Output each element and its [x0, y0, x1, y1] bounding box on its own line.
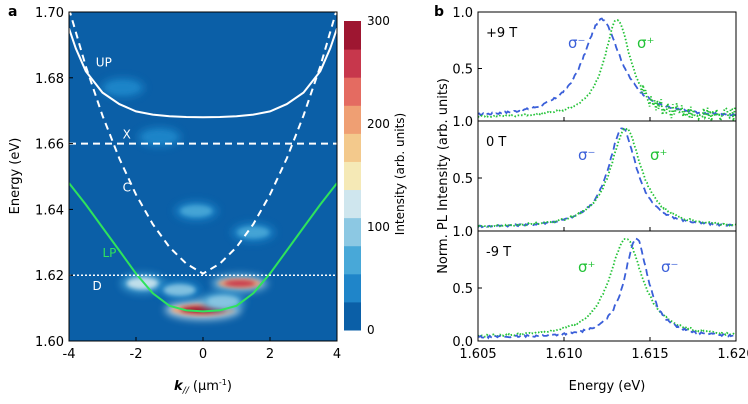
pl-spectra-panels: +9 T σ⁻ σ⁺ 1.0 0.5 0 T σ⁻ σ⁺ 1.0 0.5 -9 T σ⁺ σ⁻ 1.0 0.… — [452, 6, 748, 362]
colorbar-ticks: 300 200 100 0 — [367, 14, 390, 337]
intensity-spot — [163, 284, 196, 297]
polarization-label: σ⁻ — [661, 258, 678, 276]
pl-subplot-curves — [478, 17, 736, 121]
intensity-peak — [224, 280, 256, 287]
intensity-spot — [180, 205, 213, 218]
intensity-tick-label: 0.5 — [452, 172, 473, 187]
colorbar-cell — [344, 21, 361, 50]
pl-curve — [478, 237, 736, 340]
pl-curve — [478, 238, 736, 339]
k-tick-label: 4 — [333, 347, 341, 362]
pl-energy-tick-label: 1.620 — [717, 347, 748, 362]
branch-label-up: UP — [96, 55, 112, 69]
curve-c — [69, 12, 337, 275]
pl-subplot-frame — [477, 120, 737, 232]
heatmap-plot-area: UP X C LP D — [69, 12, 337, 320]
colorbar-cell — [344, 189, 361, 219]
pl-subplot: -9 T σ⁺ σ⁻ 1.0 0.5 0.0 — [452, 225, 737, 350]
k-tick-label: 0 — [199, 347, 207, 362]
energy-tick-label: 1.62 — [35, 269, 64, 284]
colorbar-cell — [344, 105, 361, 134]
pl-subplot-curves — [478, 127, 736, 229]
pl-subplot-frame — [477, 230, 737, 342]
field-label: -9 T — [486, 245, 511, 260]
polarization-label: σ⁻ — [578, 146, 595, 164]
k-tick-label: 2 — [266, 347, 274, 362]
panel-b: b +9 T σ⁻ σ⁺ 1.0 0.5 0 T σ⁻ σ⁺ 1.0 0.5 -9 T σ⁺ σ⁻ 1.0… — [434, 4, 748, 394]
colorbar-tick-label: 200 — [367, 117, 390, 131]
polarization-label: σ⁺ — [578, 258, 595, 276]
panel-a-label: a — [8, 4, 17, 20]
energy-tick-label: 1.70 — [35, 6, 64, 21]
polarization-label: σ⁻ — [568, 34, 585, 52]
k-axis-label: k// (μm-1) — [174, 378, 232, 396]
pl-curve — [478, 127, 736, 228]
pl-subplot: +9 T σ⁻ σ⁺ 1.0 0.5 — [452, 6, 737, 122]
intensity-spot — [207, 295, 240, 308]
colorbar-cell — [344, 217, 361, 247]
intensity-tick-label: 1.0 — [452, 6, 473, 21]
energy-tick-label: 1.66 — [35, 138, 64, 153]
colorbar-cell — [344, 49, 361, 78]
heatmap-axes: -4 -2 0 2 4 1.60 1.62 1.64 1.66 1.68 1.70 — [35, 6, 341, 362]
intensity-spot — [143, 131, 176, 144]
colorbar-cell — [344, 245, 361, 275]
branch-label-x: X — [123, 128, 131, 142]
energy-axis-label: Energy (eV) — [8, 138, 23, 215]
colorbar-tick-label: 100 — [367, 220, 390, 234]
energy-tick-label: 1.68 — [35, 72, 64, 87]
branch-label-c: C — [123, 180, 131, 194]
pl-curve — [478, 19, 736, 121]
heatmap-background — [69, 12, 337, 341]
pl-energy-axis-label: Energy (eV) — [569, 379, 646, 394]
intensity-tick-label: 0.0 — [452, 335, 473, 350]
field-label: +9 T — [486, 26, 517, 41]
intensity-tick-label: 0.5 — [452, 63, 473, 78]
pl-energy-tick-label: 1.615 — [631, 347, 668, 362]
pl-energy-tick-label: 1.605 — [459, 347, 496, 362]
pl-curve — [478, 17, 736, 117]
intensity-tick-label: 0.5 — [452, 282, 473, 297]
panel-a: a UP X C LP D -4 -2 0 2 4 1.60 1.62 1.64 1.66 1.68 1.7… — [8, 4, 341, 396]
pl-subplot-curves — [478, 237, 736, 340]
k-tick-label: -4 — [63, 347, 76, 362]
polarization-label: σ⁺ — [650, 146, 667, 164]
colorbar: 300 200 100 0 Intensity (arb. units) — [344, 14, 407, 337]
intensity-spot — [126, 277, 159, 290]
intensity-spot — [106, 81, 139, 94]
intensity-tick-label: 1.0 — [452, 115, 473, 130]
branch-label-lp: LP — [103, 246, 117, 260]
energy-tick-label: 1.60 — [35, 335, 64, 350]
colorbar-cell — [344, 133, 361, 162]
branch-label-d: D — [92, 279, 101, 293]
curve-up — [69, 28, 337, 119]
intensity-spot — [237, 226, 270, 239]
intensity-tick-label: 1.0 — [452, 225, 473, 240]
polarization-label: σ⁺ — [637, 34, 654, 52]
colorbar-label: Intensity (arb. units) — [393, 113, 407, 235]
colorbar-cell — [344, 77, 361, 106]
energy-tick-label: 1.64 — [35, 203, 64, 218]
colorbar-tick-label: 0 — [367, 323, 375, 337]
panel-b-label: b — [434, 4, 444, 20]
pl-energy-tick-label: 1.610 — [545, 347, 582, 362]
colorbar-cell — [344, 273, 361, 303]
curve-lp — [69, 182, 337, 313]
pl-intensity-axis-label: Norm. PL Intensity (arb. units) — [436, 78, 451, 274]
colorbar-cell — [344, 161, 361, 191]
colorbar-cell — [344, 301, 361, 331]
pl-curve — [478, 127, 736, 229]
pl-subplot: 0 T σ⁻ σ⁺ 1.0 0.5 — [452, 115, 737, 232]
k-tick-label: -2 — [130, 347, 143, 362]
colorbar-tick-label: 300 — [367, 14, 390, 28]
colorbar-cells — [344, 21, 361, 331]
field-label: 0 T — [486, 135, 506, 150]
